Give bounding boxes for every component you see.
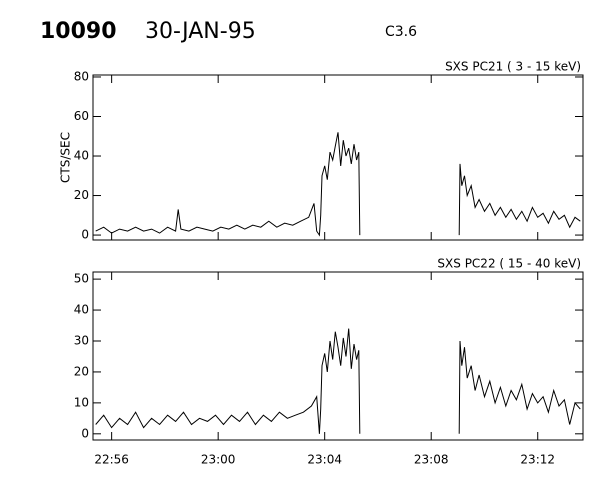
y-tick-label: 10: [74, 395, 89, 409]
data-line: [95, 132, 581, 237]
y-axis-label: CTS/SEC: [59, 132, 73, 183]
x-tick-label: 22:56: [94, 453, 129, 467]
x-tick-label: 23:08: [414, 453, 449, 467]
panel-title: SXS PC22 ( 15 - 40 keV): [437, 257, 581, 271]
y-tick-label: 40: [74, 149, 89, 163]
plot-frame: [92, 74, 584, 241]
event-id: 10090: [40, 19, 117, 44]
y-tick-label: 0: [81, 228, 89, 242]
plot-frame: [92, 271, 584, 441]
y-tick-label: 40: [74, 303, 89, 317]
y-tick-label: 20: [74, 364, 89, 378]
y-tick-label: 30: [74, 333, 89, 347]
x-tick-label: 23:04: [307, 453, 342, 467]
y-tick-label: 0: [81, 426, 89, 440]
y-tick-label: 60: [74, 109, 89, 123]
y-tick-label: 80: [74, 69, 89, 83]
y-tick-label: 50: [74, 272, 89, 286]
data-line: [95, 328, 581, 434]
panel-title: SXS PC21 ( 3 - 15 keV): [445, 60, 581, 74]
y-tick-label: 20: [74, 188, 89, 202]
flare-class: C3.6: [385, 24, 417, 40]
event-date: 30-JAN-95: [145, 19, 256, 44]
x-tick-label: 23:00: [201, 453, 236, 467]
x-tick-label: 23:12: [520, 453, 555, 467]
